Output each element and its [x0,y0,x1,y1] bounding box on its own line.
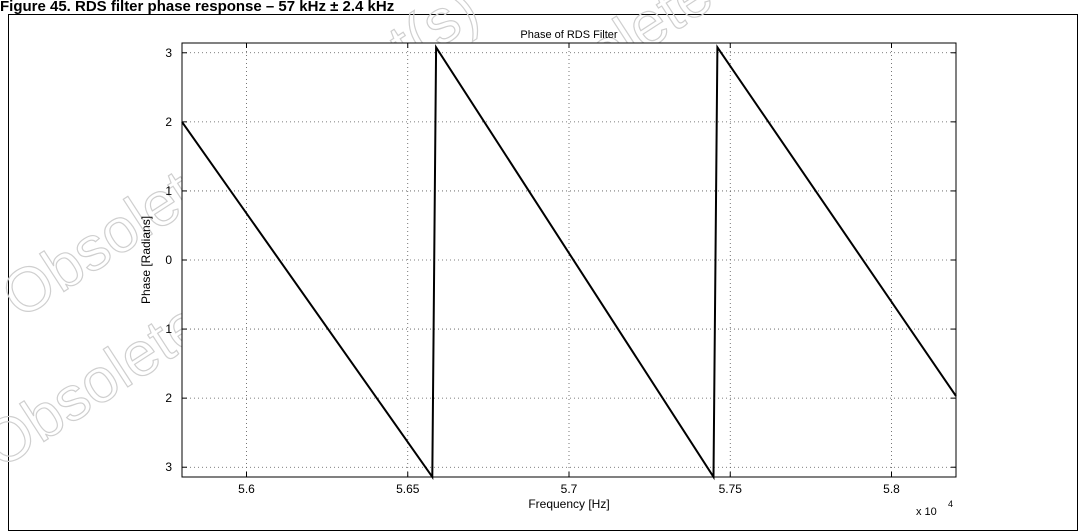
figure-frame [8,14,1078,531]
x-tick-label: 5.75 [719,482,743,496]
y-tick-label: 1 [165,322,172,336]
y-tick-label: 2 [165,391,172,405]
y-tick-label: 0 [165,253,172,267]
x-tick-labels: 5.6 5.65 5.7 5.75 5.8 [238,482,900,496]
grid-lines [182,43,956,477]
x-tick-label: 5.7 [561,482,578,496]
chart-title: Phase of RDS Filter [520,29,618,41]
y-tick-label: 1 [165,184,172,198]
y-axis-label: Phase [Radians] [139,216,153,304]
series-line-phase [181,43,957,481]
x-tick-label: 5.8 [883,482,900,496]
x-multiplier-label: x 10 [916,506,937,518]
x-multiplier-exponent: 4 [948,499,953,509]
figure-heading: Figure 45. RDS filter phase response – 5… [0,0,395,15]
y-tick-label: 3 [165,46,172,60]
x-tick-label: 5.6 [238,482,255,496]
x-axis-label: Frequency [Hz] [528,497,609,511]
tick-marks [182,43,956,477]
y-tick-labels: 3 2 1 0 1 2 3 [165,46,172,474]
y-tick-label: 3 [165,460,172,474]
y-tick-label: 2 [165,115,172,129]
x-tick-label: 5.65 [396,482,420,496]
